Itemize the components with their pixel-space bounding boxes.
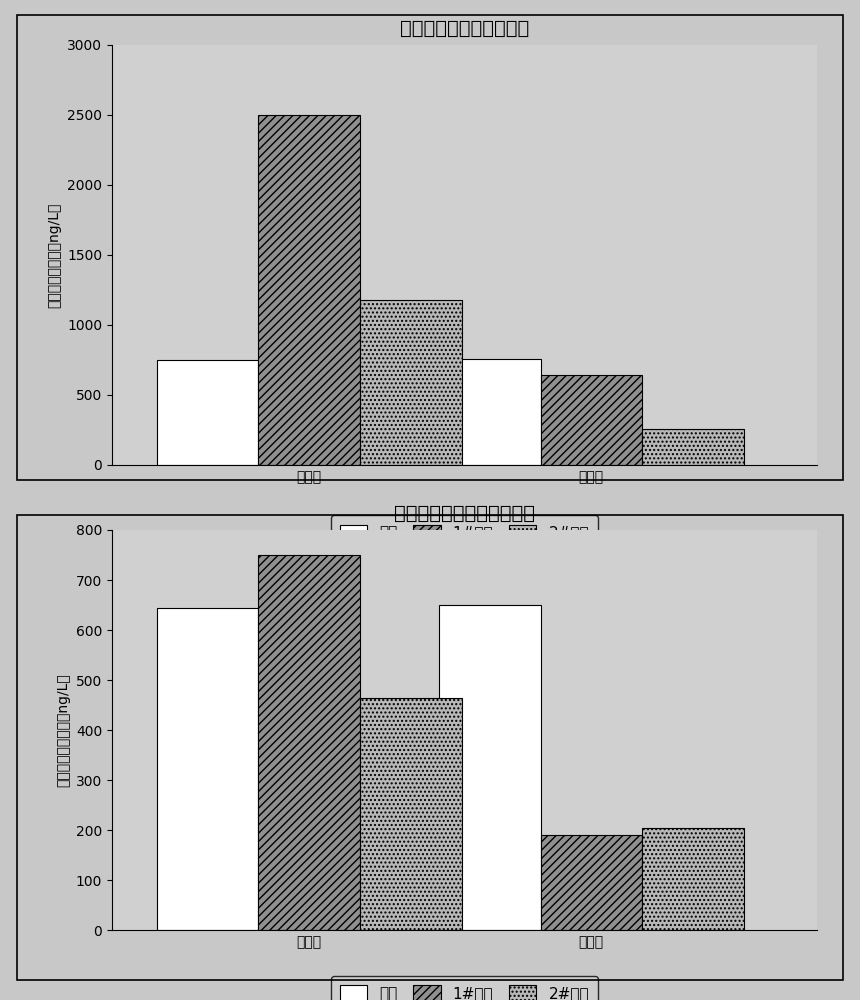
Legend: 对照, 1#围隔, 2#围隔: 对照, 1#围隔, 2#围隔 (330, 515, 599, 550)
Bar (642, 429, 744, 465)
Bar (157, 607, 259, 930)
Title: 二甲基三硫含量变化情况: 二甲基三硫含量变化情况 (400, 19, 529, 38)
Y-axis label: 二甲基三硫含量（ng/L）: 二甲基三硫含量（ng/L） (47, 202, 61, 308)
Bar (439, 605, 541, 930)
Y-axis label: 二甲基异茨醇含量（ng/L）: 二甲基异茨醇含量（ng/L） (56, 673, 71, 787)
Legend: 对照, 1#围隔, 2#围隔: 对照, 1#围隔, 2#围隔 (330, 976, 599, 1000)
Bar (541, 835, 642, 930)
Bar (259, 555, 360, 930)
Bar (360, 300, 462, 465)
Bar (439, 359, 541, 465)
Bar (157, 360, 259, 465)
Bar (259, 115, 360, 465)
Title: 二甲基异茨醇含量变化情况: 二甲基异茨醇含量变化情况 (394, 504, 535, 523)
Bar (360, 698, 462, 930)
Bar (642, 827, 744, 930)
Bar (541, 375, 642, 465)
